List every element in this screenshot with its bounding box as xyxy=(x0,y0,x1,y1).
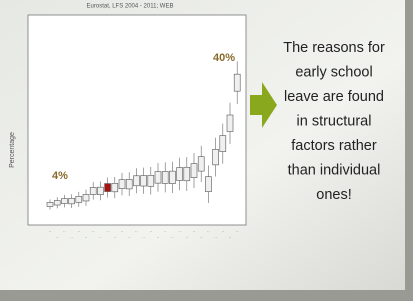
box xyxy=(162,171,168,183)
source: Eurostat, LFS 2004 - 2011; WEB xyxy=(87,4,174,10)
box xyxy=(90,187,96,194)
box xyxy=(169,171,175,184)
text-line: than individual xyxy=(288,162,381,178)
box xyxy=(126,179,132,189)
box xyxy=(198,157,204,172)
box xyxy=(105,184,111,192)
x-tick-label: ·· xyxy=(135,229,138,234)
box xyxy=(133,176,139,186)
x-tick-label: ·· xyxy=(207,229,210,234)
x-tick-label: ·· xyxy=(113,235,116,240)
box xyxy=(191,164,197,178)
x-tick-label: ·· xyxy=(56,235,59,240)
box xyxy=(220,136,226,152)
annotation: 40% xyxy=(213,52,235,64)
text-line: ones! xyxy=(316,187,351,203)
x-tick-label: ·· xyxy=(185,235,188,240)
box xyxy=(83,194,89,201)
page: Eurostat, LFS 2004 - 2011; WEB Percentag… xyxy=(0,0,413,301)
x-tick-label: ·· xyxy=(106,229,109,234)
x-tick-label: ·· xyxy=(49,229,52,234)
x-tick-label: ·· xyxy=(142,235,145,240)
box xyxy=(119,180,125,189)
x-tick-label: ·· xyxy=(214,235,217,240)
box xyxy=(205,177,211,192)
box xyxy=(213,149,219,165)
text-line: factors rather xyxy=(291,138,377,154)
slide-photo: Eurostat, LFS 2004 - 2011; WEB Percentag… xyxy=(0,0,413,301)
annotation: 4% xyxy=(52,170,68,182)
x-tick-label: ·· xyxy=(200,235,203,240)
x-tick-label: ·· xyxy=(85,235,88,240)
box xyxy=(155,172,161,184)
x-tick-label: ·· xyxy=(77,229,80,234)
box xyxy=(61,199,67,204)
box xyxy=(184,167,190,181)
x-tick-label: ·· xyxy=(171,235,174,240)
text-line: early school xyxy=(295,64,372,80)
x-tick-label: ·· xyxy=(229,235,232,240)
x-tick-label: ·· xyxy=(70,235,73,240)
box xyxy=(54,201,60,206)
text-line: in structural xyxy=(297,113,372,129)
box xyxy=(234,74,240,91)
text-line: The reasons for xyxy=(283,40,385,56)
x-tick-label: ·· xyxy=(178,229,181,234)
plot-frame xyxy=(28,15,246,225)
x-tick-label: ·· xyxy=(121,229,124,234)
x-tick-label: ·· xyxy=(63,229,66,234)
box xyxy=(76,196,82,202)
box xyxy=(177,168,183,181)
x-tick-label: ·· xyxy=(157,235,160,240)
box xyxy=(97,187,103,195)
x-tick-label: ·· xyxy=(164,229,167,234)
y-axis-label: Percentage xyxy=(9,132,16,168)
box xyxy=(141,176,147,187)
x-tick-label: ·· xyxy=(149,229,152,234)
box xyxy=(227,115,233,131)
box xyxy=(112,183,118,192)
x-tick-label: ·· xyxy=(193,229,196,234)
x-tick-label: ·· xyxy=(236,229,239,234)
text-line: leave are found xyxy=(284,89,384,105)
box xyxy=(148,175,154,186)
x-tick-label: ·· xyxy=(128,235,131,240)
box xyxy=(47,202,53,206)
x-tick-label: ·· xyxy=(221,229,224,234)
x-tick-label: ·· xyxy=(99,235,102,240)
box xyxy=(69,198,75,204)
x-tick-label: ·· xyxy=(92,229,95,234)
